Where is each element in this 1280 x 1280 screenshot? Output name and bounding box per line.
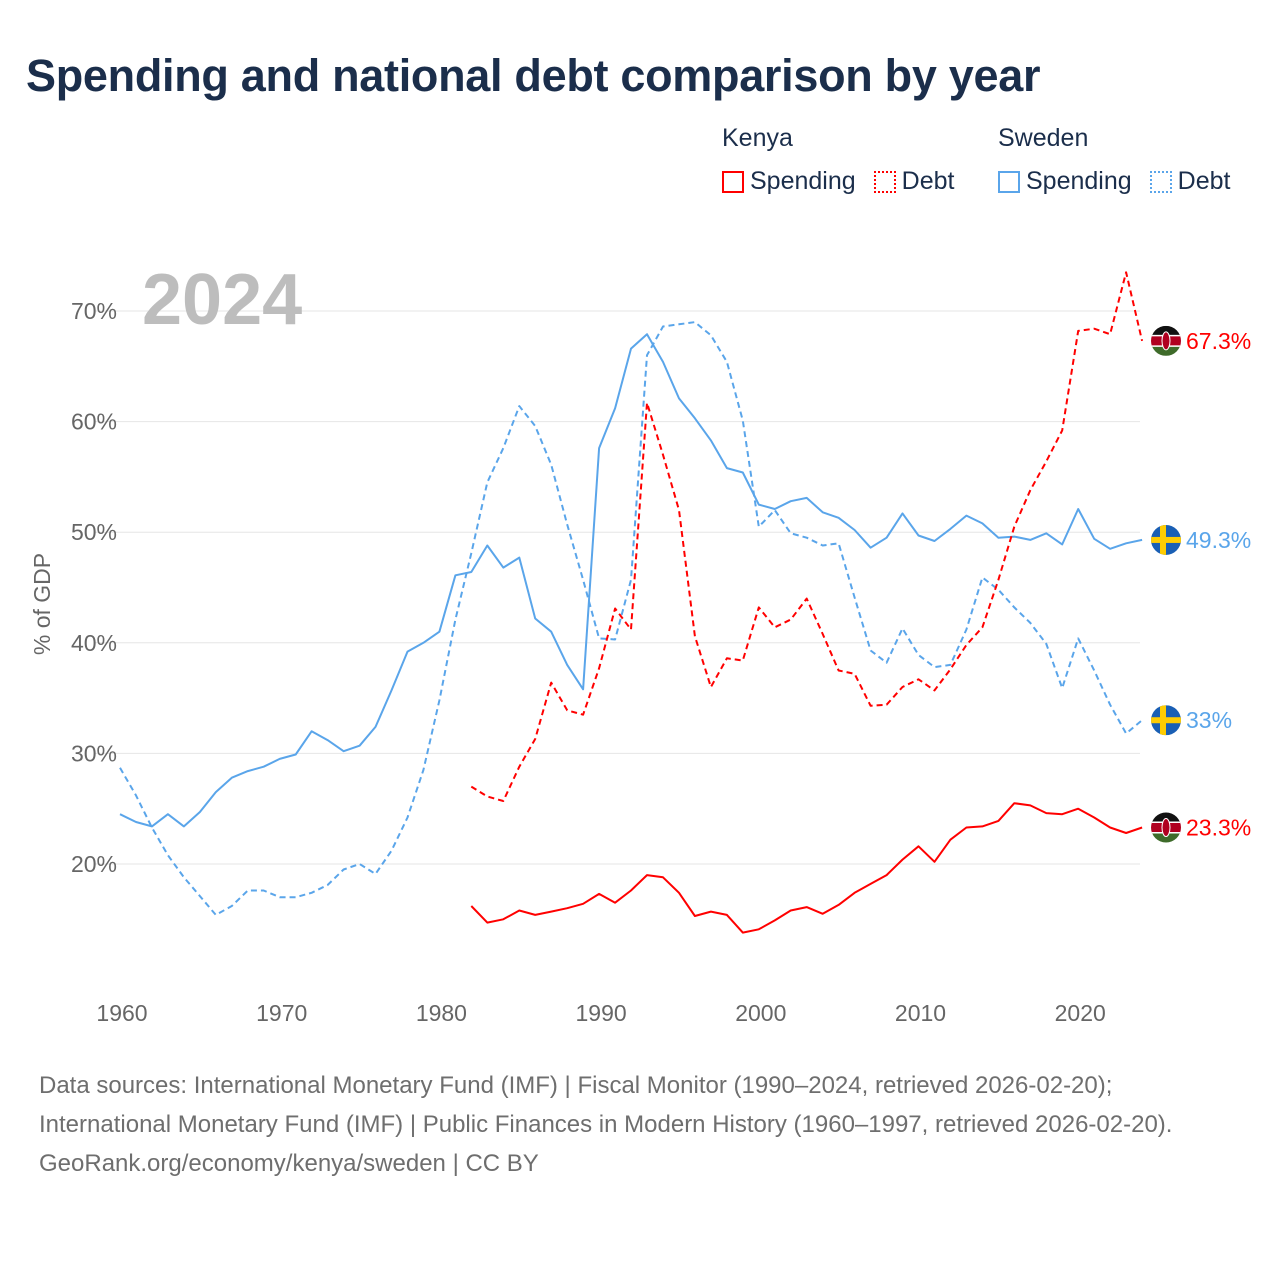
- sweden-flag-icon: [1151, 705, 1181, 736]
- y-axis-label: % of GDP: [29, 553, 55, 655]
- series-line-sweden-debt: [119, 321, 1143, 916]
- flag-shield: [1161, 331, 1171, 351]
- y-tick-label: 20%: [71, 851, 117, 877]
- x-tick-label: 1970: [256, 1000, 307, 1026]
- y-tick-label: 30%: [71, 740, 117, 766]
- legend-label: Spending: [1026, 167, 1132, 195]
- legend-group-sweden: Sweden Spending Debt: [998, 124, 1230, 196]
- series-line-kenya-spending: [470, 802, 1143, 934]
- flag-shield: [1161, 818, 1171, 838]
- kenya-flag-icon: [1151, 812, 1181, 843]
- x-tick-label: 2020: [1055, 1000, 1106, 1026]
- x-tick-label: 1990: [576, 1000, 627, 1026]
- flag-stripe-black: [1151, 812, 1181, 823]
- flag-stripe-black: [1151, 325, 1181, 336]
- x-tick-label: 1980: [416, 1000, 467, 1026]
- flag-stripe-green: [1151, 345, 1181, 356]
- flag-cross-v: [1160, 524, 1166, 555]
- data-sources: Data sources: International Monetary Fun…: [39, 1072, 1173, 1138]
- end-marker-kenya-spending: 23.3%: [1151, 812, 1251, 843]
- legend-swatch-solid: [722, 170, 744, 193]
- legend-group-title: Kenya: [722, 124, 793, 152]
- legend-swatch-dotted: [1149, 170, 1172, 193]
- series-line-kenya-debt: [470, 271, 1144, 802]
- kenya-flag-icon: [1151, 325, 1181, 356]
- legend-group-kenya: Kenya Spending Debt: [722, 124, 954, 196]
- year-watermark: 2024: [142, 260, 302, 340]
- chart-title: Spending and national debt comparison by…: [26, 50, 1041, 101]
- y-tick-label: 40%: [71, 630, 117, 656]
- x-tick-label: 1960: [96, 1000, 147, 1026]
- credit-link[interactable]: GeoRank.org/economy/kenya/sweden | CC BY: [39, 1150, 539, 1177]
- legend-swatch-solid: [998, 170, 1020, 193]
- legend-item-sweden-spending[interactable]: Spending: [998, 167, 1132, 196]
- x-tick-label: 2010: [895, 1000, 946, 1026]
- footer: Data sources: International Monetary Fun…: [39, 1066, 1239, 1183]
- sweden-flag-icon: [1151, 524, 1181, 555]
- end-marker-sweden-spending: 49.3%: [1151, 524, 1251, 555]
- legend-swatch-dotted: [873, 170, 896, 193]
- end-marker-kenya-debt: 67.3%: [1151, 325, 1251, 356]
- end-value-label: 49.3%: [1186, 527, 1251, 553]
- end-value-label: 67.3%: [1186, 328, 1251, 354]
- y-tick-label: 70%: [71, 298, 117, 324]
- series-line-sweden-spending: [119, 333, 1143, 828]
- y-tick-label: 50%: [71, 519, 117, 545]
- legend-label: Debt: [1177, 167, 1231, 195]
- legend-item-kenya-debt[interactable]: Debt: [873, 167, 955, 196]
- legend-label: Debt: [901, 167, 955, 195]
- legend-group-title: Sweden: [998, 124, 1089, 152]
- flag-stripe-green: [1151, 832, 1181, 843]
- end-value-label: 33%: [1186, 707, 1232, 733]
- y-tick-label: 60%: [71, 409, 117, 435]
- end-value-label: 23.3%: [1186, 815, 1251, 841]
- legend-item-kenya-spending[interactable]: Spending: [722, 167, 856, 196]
- legend-label: Spending: [750, 167, 856, 195]
- flag-cross-v: [1160, 705, 1166, 736]
- legend-item-sweden-debt[interactable]: Debt: [1149, 167, 1231, 196]
- end-marker-sweden-debt: 33%: [1151, 705, 1232, 736]
- x-tick-label: 2000: [735, 1000, 786, 1026]
